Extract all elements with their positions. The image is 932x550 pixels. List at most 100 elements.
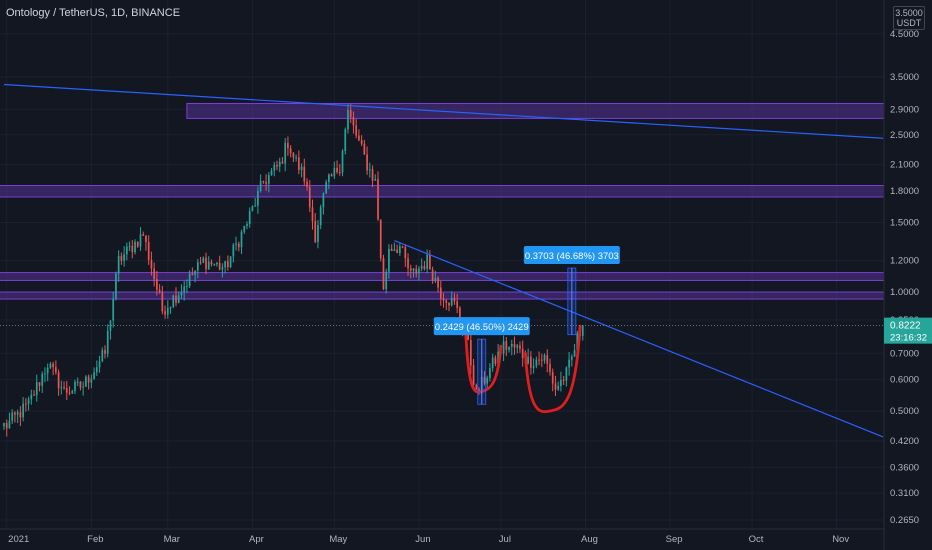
- candle-body: [164, 311, 166, 315]
- candle: [344, 127, 347, 155]
- candle: [207, 256, 210, 270]
- candle: [156, 270, 158, 296]
- candle: [328, 173, 330, 190]
- candle-body: [52, 363, 54, 368]
- candle: [502, 335, 505, 362]
- candle: [510, 339, 513, 356]
- candle-body: [371, 169, 374, 181]
- candle-body: [431, 269, 434, 282]
- candle-body: [360, 140, 363, 144]
- candle-body: [573, 350, 576, 357]
- candle-body: [71, 391, 74, 394]
- candle: [164, 305, 166, 319]
- candle: [442, 293, 445, 308]
- x-tick-label: Apr: [249, 534, 264, 545]
- candle: [44, 367, 46, 383]
- trendline: [394, 239, 884, 438]
- candle: [311, 199, 314, 230]
- y-tick-label: 0.6000: [890, 375, 919, 386]
- candle: [35, 374, 38, 402]
- candle-body: [38, 382, 41, 386]
- candle: [393, 242, 396, 252]
- x-tick-label: Oct: [749, 534, 764, 545]
- candle-body: [415, 268, 418, 274]
- x-tick-label: 2021: [8, 534, 29, 545]
- candle: [52, 361, 54, 376]
- candle-body: [191, 273, 194, 275]
- candle-body: [535, 359, 538, 366]
- candle-body: [128, 245, 131, 247]
- currency-top-tick: 3.5000: [895, 8, 923, 18]
- candle: [573, 343, 576, 358]
- candle: [396, 244, 398, 254]
- candle: [90, 374, 93, 389]
- candle: [98, 355, 101, 373]
- candle-body: [270, 170, 273, 176]
- candle: [221, 263, 224, 278]
- candle-body: [521, 348, 524, 359]
- x-tick-label: Jun: [415, 534, 430, 545]
- candle: [330, 173, 333, 177]
- candle: [557, 381, 560, 391]
- candle-body: [330, 174, 333, 177]
- candle: [532, 358, 535, 374]
- candle: [535, 356, 538, 369]
- candle: [87, 374, 90, 390]
- candle-body: [205, 257, 207, 270]
- candle-body: [65, 388, 68, 393]
- candle: [453, 293, 456, 305]
- candle-body: [14, 412, 16, 415]
- candle: [347, 103, 349, 134]
- candle: [530, 351, 532, 375]
- candle-body: [246, 224, 248, 226]
- candle-body: [366, 154, 368, 171]
- candle: [560, 371, 562, 392]
- candle-body: [251, 206, 254, 212]
- candle-body: [273, 164, 276, 171]
- candle: [229, 256, 232, 269]
- candle-body: [210, 261, 213, 265]
- candle-body: [33, 394, 35, 396]
- candle: [248, 207, 251, 228]
- candle: [486, 375, 489, 390]
- candle: [390, 244, 393, 252]
- candle-body: [224, 261, 226, 268]
- x-tick-label: Aug: [581, 534, 598, 545]
- candle-body: [560, 379, 562, 386]
- candle: [439, 280, 442, 306]
- candle-body: [472, 365, 475, 385]
- candle-body: [303, 166, 306, 182]
- candle-body: [235, 243, 237, 245]
- candle: [300, 163, 303, 178]
- candle: [74, 379, 76, 395]
- candle-body: [207, 261, 210, 270]
- candle: [360, 135, 363, 146]
- currency-label[interactable]: 3.5000 USDT: [893, 6, 925, 30]
- candle: [63, 381, 65, 390]
- candle-body: [505, 341, 508, 350]
- candle: [306, 178, 308, 191]
- chart-title: Ontology / TetherUS, 1D, BINANCE: [6, 7, 181, 19]
- candle-body: [297, 157, 300, 171]
- candle: [333, 161, 336, 179]
- candle: [172, 294, 175, 309]
- candle-body: [186, 286, 188, 288]
- candle: [418, 265, 420, 281]
- x-tick-label: Nov: [832, 534, 849, 545]
- measure-label-bg: [433, 317, 530, 336]
- candle-body: [581, 325, 584, 336]
- candle-body: [349, 110, 352, 118]
- candle: [349, 103, 352, 124]
- candle-body: [287, 142, 289, 149]
- candle-body: [317, 225, 319, 243]
- candle: [489, 363, 491, 382]
- candle: [120, 252, 123, 265]
- y-tick-label: 0.7000: [890, 348, 919, 359]
- candle: [513, 336, 516, 355]
- plot-area[interactable]: 0.2429 (46.50%) 2429 0.3703 (46.68%) 3703: [0, 0, 932, 529]
- candle: [562, 375, 565, 385]
- candle-body: [5, 422, 8, 429]
- candle: [352, 111, 355, 134]
- candle-body: [120, 255, 123, 261]
